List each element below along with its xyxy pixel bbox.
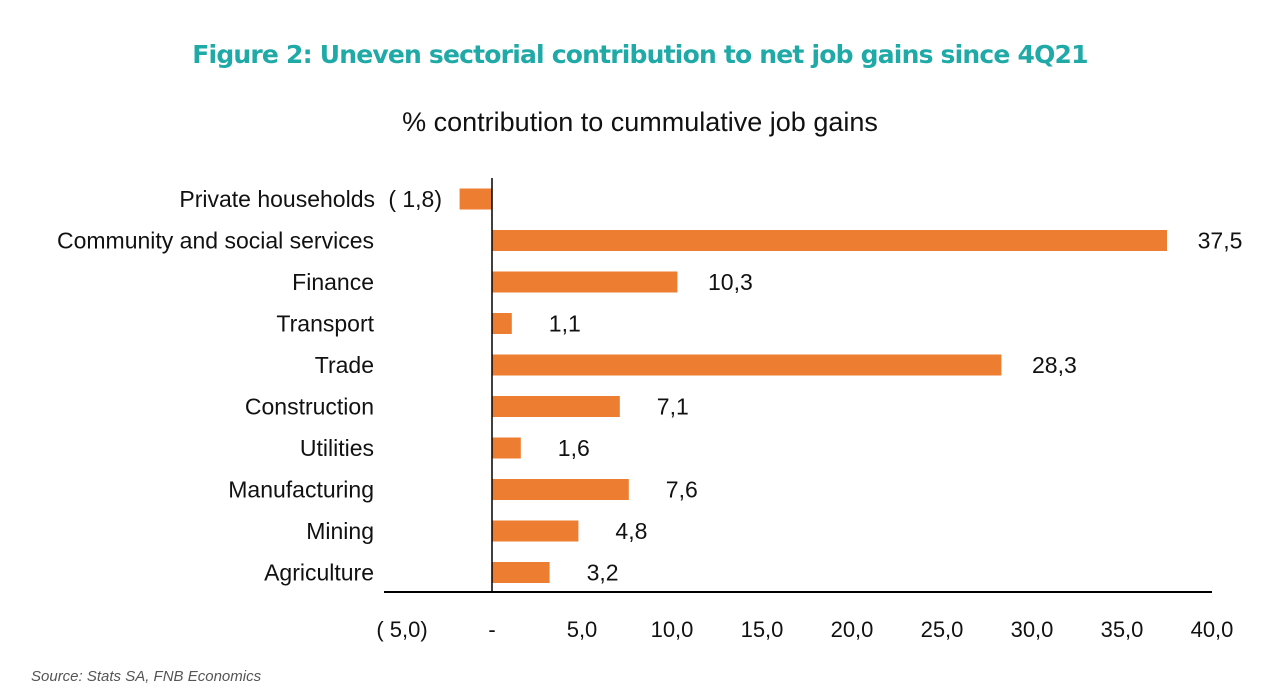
bar — [492, 313, 512, 334]
bar — [492, 437, 521, 459]
data-label: 7,1 — [657, 394, 689, 420]
data-label: ( 1,8) — [388, 186, 442, 212]
bar — [492, 354, 1002, 376]
bar — [492, 396, 620, 417]
data-label: 28,3 — [1032, 352, 1077, 378]
x-tick-label: ( 5,0) — [376, 617, 427, 642]
category-label: Private households — [179, 186, 375, 212]
x-tick-label: 35,0 — [1101, 617, 1144, 642]
category-label: Community and social services — [57, 228, 374, 254]
data-label: 3,2 — [587, 560, 619, 586]
data-label: 1,6 — [558, 435, 590, 461]
data-label: 10,3 — [708, 269, 753, 295]
bar — [492, 271, 678, 293]
data-label: 7,6 — [666, 477, 698, 503]
x-tick-label: 5,0 — [567, 617, 598, 642]
x-tick-label: 10,0 — [651, 617, 694, 642]
category-label: Transport — [276, 311, 374, 337]
bar — [492, 520, 579, 542]
category-label: Utilities — [300, 435, 374, 461]
category-label: Agriculture — [264, 560, 374, 586]
category-label: Trade — [315, 352, 374, 378]
x-tick-label: 30,0 — [1011, 617, 1054, 642]
category-label: Manufacturing — [228, 477, 374, 503]
x-tick-label: 15,0 — [741, 617, 784, 642]
chart-title: Figure 2: Uneven sectorial contribution … — [192, 40, 1088, 69]
bar — [492, 479, 629, 500]
source-note: Source: Stats SA, FNB Economics — [31, 668, 262, 685]
category-label: Finance — [292, 269, 374, 295]
category-label: Mining — [306, 518, 374, 544]
x-tick-label: 40,0 — [1191, 617, 1234, 642]
x-tick-label: 20,0 — [831, 617, 874, 642]
bar — [492, 562, 550, 583]
data-label: 1,1 — [549, 311, 581, 337]
x-tick-label: - — [488, 617, 495, 642]
bar — [492, 230, 1167, 251]
x-tick-label: 25,0 — [921, 617, 964, 642]
data-label: 37,5 — [1198, 228, 1243, 254]
category-label: Construction — [245, 394, 374, 420]
bar — [459, 188, 492, 210]
data-label: 4,8 — [615, 518, 647, 544]
chart-subtitle: % contribution to cummulative job gains — [402, 107, 878, 137]
